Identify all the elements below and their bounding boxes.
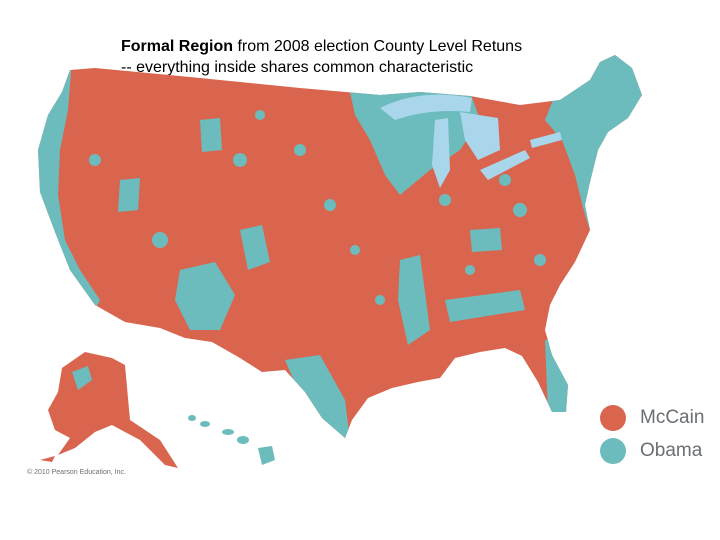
lake-michigan <box>432 118 450 188</box>
legend-swatch-mccain <box>600 405 626 431</box>
lake-erie <box>480 150 530 180</box>
legend-label-mccain: McCain <box>640 407 705 428</box>
aleutian-islands <box>40 456 55 462</box>
legend-swatch-obama <box>600 438 626 464</box>
caption-line1: from 2008 election County Level Retuns <box>233 38 523 55</box>
legend-item-mccain: McCain <box>600 405 704 431</box>
hawaii-islands <box>188 415 275 465</box>
caption-line2: -- everything inside shares common chara… <box>121 59 474 76</box>
alaska-landmass <box>48 352 178 468</box>
great-lakes <box>380 94 562 188</box>
lake-huron <box>460 112 500 160</box>
map-caption: Formal Region from 2008 election County … <box>121 36 641 78</box>
lake-superior <box>380 94 472 120</box>
lake-ontario <box>530 132 562 148</box>
legend-label-obama: Obama <box>640 440 703 461</box>
copyright-text: © 2010 Pearson Education, Inc. <box>27 469 126 476</box>
caption-title-bold: Formal Region <box>121 38 234 55</box>
legend-item-obama: Obama <box>600 438 702 464</box>
alaska-obama-area <box>72 366 92 390</box>
